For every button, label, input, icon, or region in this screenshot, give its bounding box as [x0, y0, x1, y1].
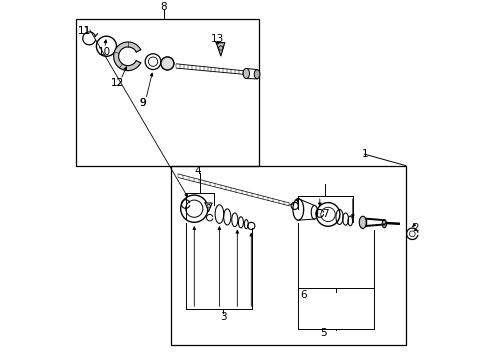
Text: 10: 10	[98, 47, 111, 57]
Text: 4: 4	[194, 166, 201, 176]
Polygon shape	[113, 42, 141, 71]
Polygon shape	[204, 203, 212, 212]
Text: 12: 12	[110, 78, 123, 88]
Text: 1: 1	[361, 149, 367, 159]
Text: 13: 13	[210, 34, 224, 44]
Bar	[171, 166, 405, 345]
Text: 2: 2	[412, 224, 418, 233]
Bar	[76, 19, 258, 166]
Text: 6: 6	[300, 291, 306, 301]
Text: 12: 12	[110, 78, 123, 88]
Text: 9: 9	[139, 98, 145, 108]
Circle shape	[161, 57, 174, 70]
Text: 9: 9	[139, 98, 145, 108]
Text: 5: 5	[320, 328, 326, 338]
Ellipse shape	[243, 68, 249, 78]
Text: 3: 3	[219, 312, 226, 322]
Text: 7: 7	[321, 209, 328, 219]
Text: 8: 8	[160, 2, 167, 12]
Ellipse shape	[359, 216, 366, 228]
Ellipse shape	[382, 220, 386, 228]
Polygon shape	[216, 43, 224, 56]
Text: 11: 11	[78, 26, 91, 36]
Ellipse shape	[254, 70, 260, 79]
Text: 11: 11	[78, 26, 91, 36]
